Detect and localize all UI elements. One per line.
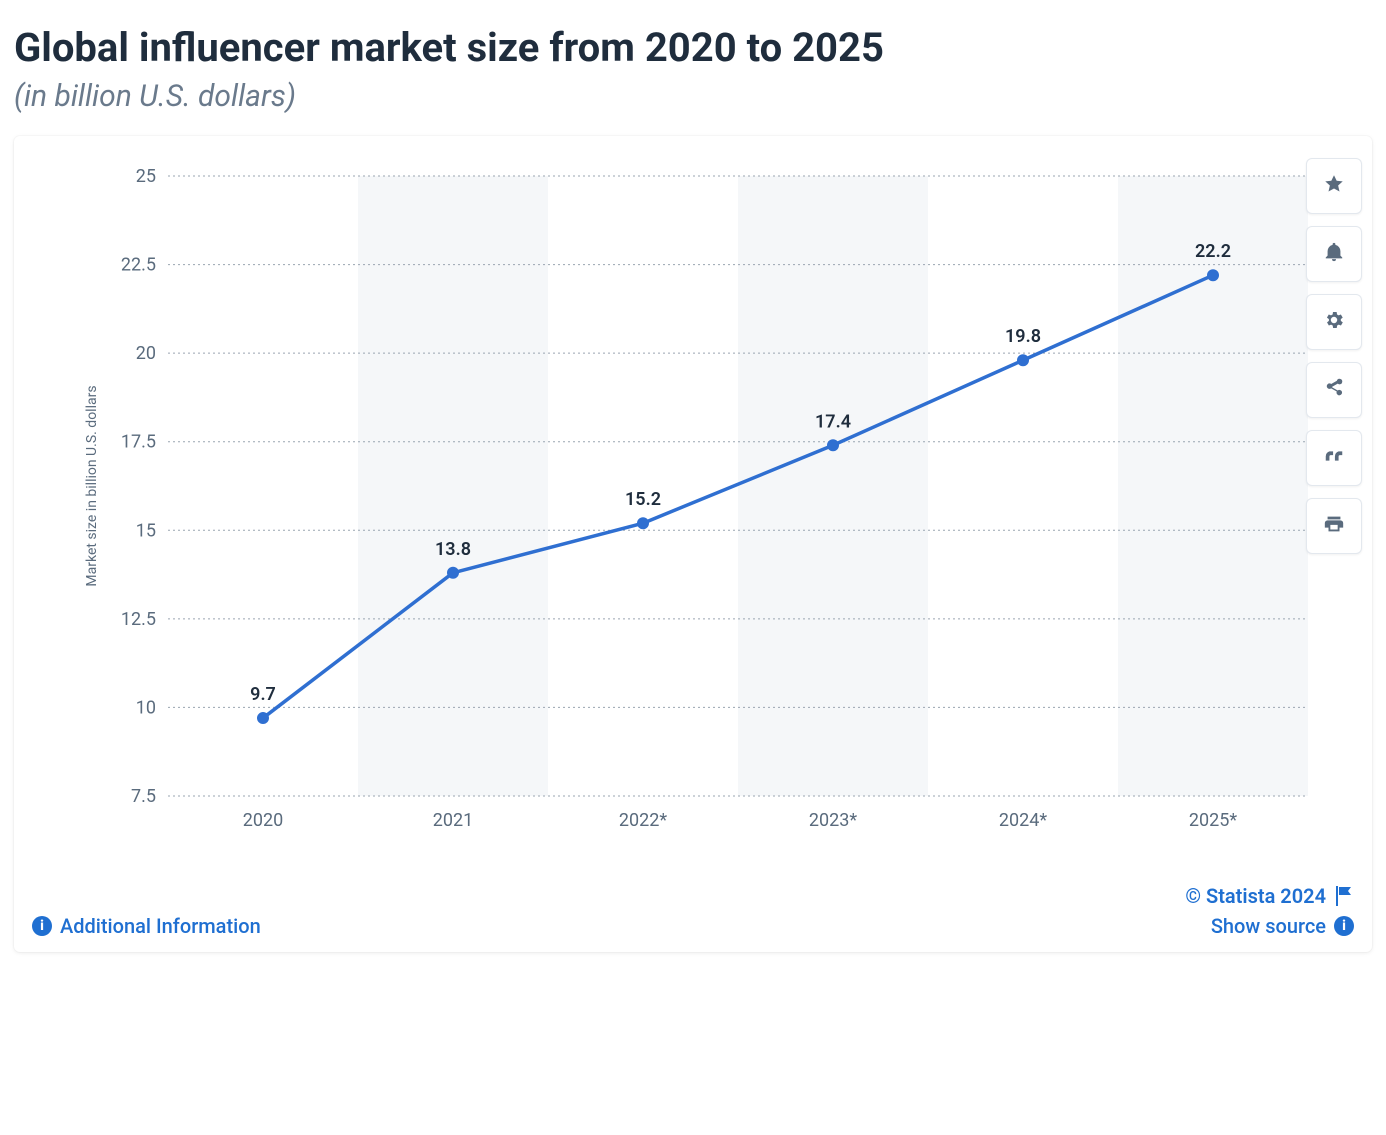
chart-container: 7.5 10 12.5 15 17.5 20 22.5 25 2020 2021 2022* 2023…	[32, 156, 1354, 876]
chart-panel: 7.5 10 12.5 15 17.5 20 22.5 25 2020 2021 2022* 2023…	[14, 136, 1372, 952]
copyright-text: © Statista 2024	[1185, 884, 1354, 908]
svg-text:7.5: 7.5	[131, 786, 156, 807]
print-button[interactable]	[1306, 498, 1362, 554]
share-icon	[1323, 377, 1345, 403]
copyright-label: © Statista 2024	[1185, 884, 1326, 908]
svg-text:12.5: 12.5	[121, 609, 156, 630]
favorite-button[interactable]	[1306, 158, 1362, 214]
notify-button[interactable]	[1306, 226, 1362, 282]
svg-text:15: 15	[136, 520, 156, 541]
svg-text:9.7: 9.7	[250, 684, 276, 705]
share-button[interactable]	[1306, 362, 1362, 418]
chart-footer: i Additional Information © Statista 2024…	[32, 884, 1354, 938]
svg-text:Market size in billion U.S. do: Market size in billion U.S. dollars	[84, 385, 100, 586]
settings-button[interactable]	[1306, 294, 1362, 350]
star-icon	[1323, 173, 1345, 199]
flag-icon[interactable]	[1336, 886, 1354, 906]
svg-text:22.5: 22.5	[121, 255, 156, 276]
show-source-link[interactable]: Show source i	[1211, 914, 1354, 938]
svg-text:15.2: 15.2	[625, 489, 661, 510]
bell-icon	[1323, 241, 1345, 267]
info-icon: i	[1334, 916, 1354, 936]
show-source-label: Show source	[1211, 914, 1326, 938]
svg-text:19.8: 19.8	[1005, 326, 1041, 347]
quote-icon	[1323, 445, 1345, 471]
svg-text:2020: 2020	[243, 810, 283, 831]
svg-text:2021: 2021	[433, 810, 473, 831]
svg-text:2022*: 2022*	[619, 810, 667, 831]
svg-text:2025*: 2025*	[1189, 810, 1237, 831]
info-icon: i	[32, 916, 52, 936]
line-chart: 7.5 10 12.5 15 17.5 20 22.5 25 2020 2021 2022* 2023…	[32, 156, 1354, 856]
svg-text:2024*: 2024*	[999, 810, 1047, 831]
svg-text:17.4: 17.4	[815, 411, 851, 432]
side-toolbar	[1306, 158, 1362, 554]
svg-text:13.8: 13.8	[435, 539, 471, 560]
svg-text:2023*: 2023*	[809, 810, 857, 831]
additional-info-link[interactable]: i Additional Information	[32, 914, 261, 938]
print-icon	[1323, 513, 1345, 539]
gear-icon	[1323, 309, 1345, 335]
svg-text:22.2: 22.2	[1195, 241, 1231, 262]
page-title: Global influencer market size from 2020 …	[14, 24, 1372, 71]
svg-text:17.5: 17.5	[121, 432, 156, 453]
svg-text:10: 10	[136, 697, 156, 718]
svg-text:25: 25	[136, 166, 156, 187]
page-subtitle: (in billion U.S. dollars)	[14, 79, 1372, 114]
cite-button[interactable]	[1306, 430, 1362, 486]
svg-text:20: 20	[136, 343, 156, 364]
additional-info-label: Additional Information	[60, 914, 261, 938]
